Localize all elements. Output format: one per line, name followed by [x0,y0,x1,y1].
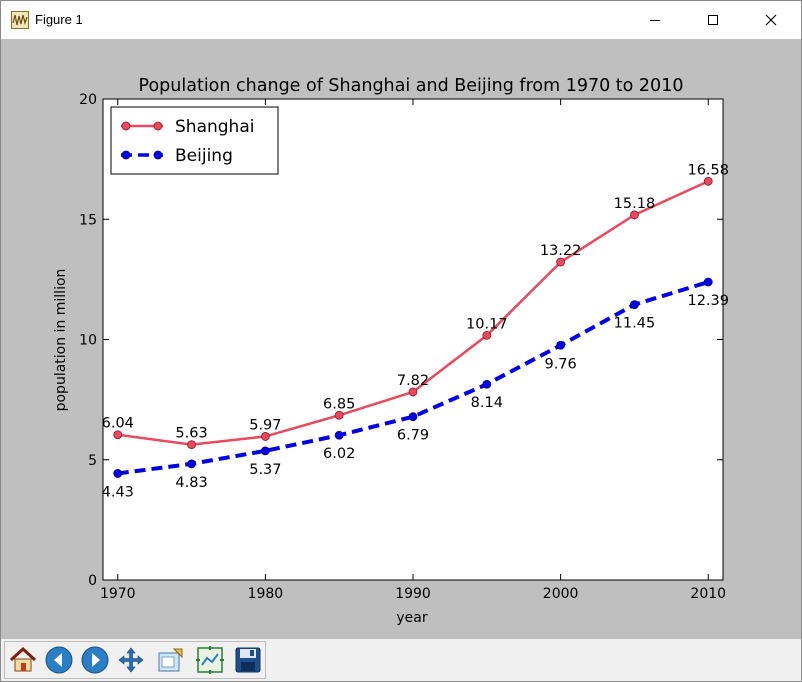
data-point-beijing [482,379,492,389]
data-label-shanghai: 16.58 [687,162,729,178]
data-point-shanghai [556,257,566,267]
data-point-shanghai [482,331,492,340]
axis-ticks: 1970 1980 1990 2000 2010 0 5 10 15 20 [79,92,726,602]
figure-canvas[interactable]: 1970 1980 1990 2000 2010 0 5 10 15 20 6.04 5.63 5.9… [1,39,801,639]
y-axis-label: population in million [53,269,69,412]
data-label-beijing: 8.14 [471,395,503,411]
data-point-shanghai [113,430,123,440]
data-point-beijing [113,469,123,478]
minimize-icon [650,20,660,21]
legend-beijing-marker-left [121,150,131,160]
plot-area [102,98,724,581]
title-bar[interactable]: Figure 1 [1,1,801,39]
window-title: Figure 1 [35,12,83,27]
home-icon [9,646,37,672]
arrow-left-icon [45,646,73,674]
subplots-button[interactable] [194,644,226,676]
data-label-shanghai: 6.04 [102,416,134,432]
data-label-shanghai: 5.63 [175,426,207,442]
data-point-beijing [556,340,566,350]
data-point-beijing [334,430,344,440]
legend-beijing-marker-right [153,150,163,160]
data-point-shanghai [187,440,196,449]
data-label-shanghai: 7.82 [397,373,429,389]
data-label-beijing: 5.37 [249,462,281,478]
y-tick-label: 10 [79,333,97,349]
data-label-shanghai: 5.97 [249,417,281,433]
data-point-beijing [630,300,639,310]
legend-shanghai-marker-left [121,121,131,131]
data-point-shanghai [334,410,344,420]
data-label-shanghai: 10.17 [466,316,508,332]
legend-beijing-label: Beijing [175,146,233,166]
back-button[interactable] [43,644,75,676]
data-label-beijing: 6.02 [323,446,355,462]
y-tick-label: 0 [88,573,97,589]
maximize-button[interactable] [690,1,736,39]
x-tick-label: 1970 [100,586,136,602]
data-label-beijing: 4.83 [175,475,207,491]
x-tick-label: 2000 [543,586,579,602]
data-label-shanghai: 13.22 [540,243,582,259]
data-point-shanghai [630,210,639,220]
legend-box [110,106,279,175]
data-point-shanghai [703,176,713,186]
line-chart: 1970 1980 1990 2000 2010 0 5 10 15 20 6.04 5.63 5.9… [53,76,729,626]
close-icon [765,14,777,26]
zoom-button[interactable] [155,644,187,676]
home-button[interactable] [7,644,39,676]
chart-title: Population change of Shanghai and Beijin… [139,76,684,96]
series-layer [113,176,713,478]
x-tick-label: 2010 [690,586,726,602]
data-label-beijing: 9.76 [544,356,576,372]
save-button[interactable] [232,644,264,676]
subplots-icon [196,646,224,674]
data-labels: 6.04 5.63 5.97 6.85 7.82 10.17 13.22 15.18 16.58… [102,162,729,500]
move-icon [118,647,144,673]
y-tick-label: 5 [88,453,97,469]
forward-button[interactable] [79,644,111,676]
x-tick-label: 1990 [395,586,431,602]
data-label-beijing: 6.79 [397,428,429,444]
legend-shanghai-marker-right [153,121,163,131]
matplotlib-app-icon [11,11,29,29]
data-point-shanghai [408,387,418,397]
arrow-right-icon [81,646,109,674]
maximize-icon [708,15,718,25]
data-point-beijing [703,277,713,287]
x-axis-label: year [396,610,427,626]
navigation-toolbar [1,639,801,681]
x-tick-label: 1980 [248,586,284,602]
data-label-beijing: 11.45 [614,316,656,332]
data-point-beijing [187,459,196,469]
zoom-rect-icon [158,648,183,672]
save-icon [235,647,261,673]
y-tick-label: 15 [79,212,97,228]
close-button[interactable] [748,1,794,39]
pan-button[interactable] [115,644,147,676]
minimize-button[interactable] [632,1,678,39]
data-point-shanghai [260,432,270,441]
data-point-beijing [408,412,418,422]
data-label-beijing: 4.43 [102,484,134,500]
data-label-shanghai: 6.85 [323,396,355,412]
legend: Shanghai Beijing [110,106,279,175]
legend-shanghai-label: Shanghai [175,117,254,137]
data-label-beijing: 12.39 [687,293,729,309]
data-label-shanghai: 15.18 [614,196,656,212]
data-point-beijing [260,446,270,456]
y-tick-label: 20 [79,92,97,108]
